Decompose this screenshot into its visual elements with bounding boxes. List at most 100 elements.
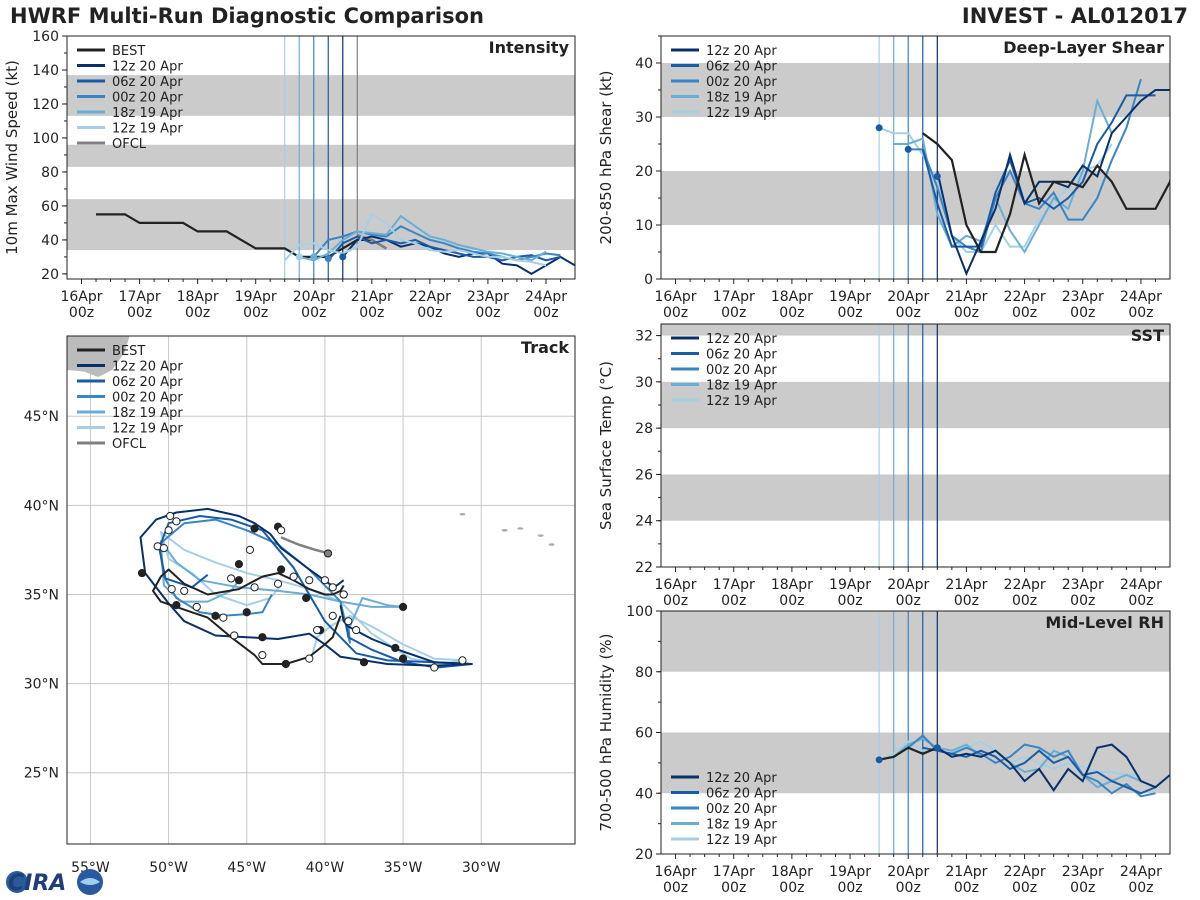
intensity-band (67, 144, 575, 167)
y-tick-label: 0 (644, 272, 653, 288)
x-tick-label: 24Apr (1120, 577, 1162, 593)
x-tick-label: 00z (837, 305, 862, 321)
x-tick-label: 00z (243, 305, 268, 321)
x-tick-label: 16Apr (655, 577, 697, 593)
y-tick-label: 100 (626, 604, 653, 620)
legend-label: 00z 20 Apr (706, 363, 777, 378)
x-tick-label: 00z (1070, 305, 1095, 321)
legend-label: 00z 20 Apr (112, 91, 183, 106)
legend-label: 18z 19 Apr (112, 106, 183, 121)
track-position-marker (344, 617, 353, 626)
track-position-marker (166, 511, 175, 521)
x-tick-label: 17Apr (713, 289, 755, 305)
y-tick-label: 24 (635, 514, 653, 530)
track-position-marker (359, 658, 369, 667)
legend-label: 12z 20 Apr (112, 60, 183, 75)
x-tick-label: 19Apr (235, 289, 277, 305)
x-tick-label: 23Apr (467, 289, 509, 305)
x-tick-label: 00z (185, 305, 210, 321)
y-tick-label: 140 (32, 63, 59, 79)
track-position-marker (258, 650, 267, 660)
track-position-marker (289, 572, 298, 581)
track-position-marker (227, 574, 236, 583)
y-tick-label: 28 (635, 421, 653, 437)
x-tick-label: 00z (954, 305, 979, 321)
x-tick-label: 18Apr (177, 289, 219, 305)
x-tick-label: 20Apr (887, 289, 929, 305)
track-position-marker (281, 659, 290, 669)
y-tick-label: 25°N (24, 766, 59, 782)
x-tick-label: 20Apr (887, 577, 929, 593)
x-tick-label: 00z (721, 593, 746, 609)
x-tick-label: 00z (127, 305, 152, 321)
track-line (159, 540, 405, 627)
legend-label: 12z 19 Apr (706, 833, 777, 848)
legend-label: 06z 20 Apr (706, 348, 777, 363)
legend-label: BEST (112, 344, 145, 359)
track-position-marker (328, 583, 337, 592)
y-tick-label: 160 (32, 29, 59, 45)
track-position-marker (219, 613, 228, 622)
track-position-marker (305, 576, 314, 585)
y-tick-label: 20 (635, 164, 653, 180)
track-position-marker (180, 586, 189, 595)
y-tick-label: 30 (635, 110, 653, 126)
legend-label: 06z 20 Apr (112, 75, 183, 90)
track-position-marker (323, 549, 333, 558)
intensity-title: Intensity (489, 38, 570, 57)
series-line (342, 235, 575, 276)
legend-label: OFCL (112, 137, 147, 152)
legend-label: 12z 20 Apr (112, 360, 183, 375)
land-azores (537, 534, 544, 537)
x-tick-label: 50°W (149, 860, 188, 876)
init-marker (324, 255, 332, 263)
y-tick-label: 20 (41, 267, 59, 283)
track-position-marker (250, 583, 259, 592)
legend-label: 18z 19 Apr (112, 406, 183, 421)
x-tick-label: 00z (1012, 880, 1037, 896)
x-tick-label: 21Apr (945, 864, 987, 880)
legend-label: 06z 20 Apr (112, 375, 183, 390)
track-position-marker (398, 654, 408, 663)
legend-label: 12z 20 Apr (706, 44, 777, 59)
rh-panel: 2040608010016Apr00z17Apr00z18Apr00z19Apr… (597, 604, 1171, 896)
init-marker (904, 145, 912, 153)
track-line (280, 536, 330, 555)
x-tick-label: 00z (1012, 593, 1037, 609)
sst-panel: 22242628303216Apr00z17Apr00z18Apr00z19Ap… (597, 323, 1171, 609)
legend-label: 12z 19 Apr (112, 422, 183, 437)
series-line (936, 743, 1170, 792)
track-position-marker (302, 593, 311, 603)
x-tick-label: 00z (837, 880, 862, 896)
legend-label: OFCL (112, 437, 147, 452)
x-tick-label: 00z (779, 593, 804, 609)
legend-label: 00z 20 Apr (706, 802, 777, 817)
track-panel: 55°W 50°W 45°W 40°W 35°W 30°W 25°N 30°N 35°N 40°N… (24, 335, 576, 876)
x-tick-label: 00z (1128, 593, 1153, 609)
legend-label: 12z 20 Apr (706, 332, 777, 347)
series-line (922, 132, 1170, 254)
sst-title: SST (1131, 326, 1164, 345)
x-tick-label: 00z (1070, 593, 1095, 609)
y-tick-label: 80 (41, 165, 59, 181)
track-position-marker (245, 545, 254, 554)
legend-label: 12z 19 Apr (112, 122, 183, 137)
x-tick-label: 00z (301, 305, 326, 321)
sst-band (661, 324, 1170, 336)
logo-text: CIRA (8, 871, 66, 896)
track-line (158, 518, 351, 644)
legend-label: 18z 19 Apr (706, 379, 777, 394)
init-marker (875, 124, 883, 132)
shear-ylabel: 200-850 hPa Shear (kt) (597, 71, 615, 245)
x-tick-label: 19Apr (829, 864, 871, 880)
track-position-marker (167, 585, 176, 594)
track-title: Track (521, 338, 569, 357)
y-tick-label: 100 (32, 131, 59, 147)
land-azores (517, 527, 524, 530)
x-tick-label: 00z (954, 593, 979, 609)
x-tick-label: 00z (663, 880, 688, 896)
track-position-marker (458, 656, 467, 665)
x-tick-label: 00z (896, 305, 921, 321)
legend-label: 06z 20 Apr (706, 60, 777, 75)
intensity-panel: 2040608010012014016016Apr00z17Apr00z18Ap… (3, 29, 576, 321)
